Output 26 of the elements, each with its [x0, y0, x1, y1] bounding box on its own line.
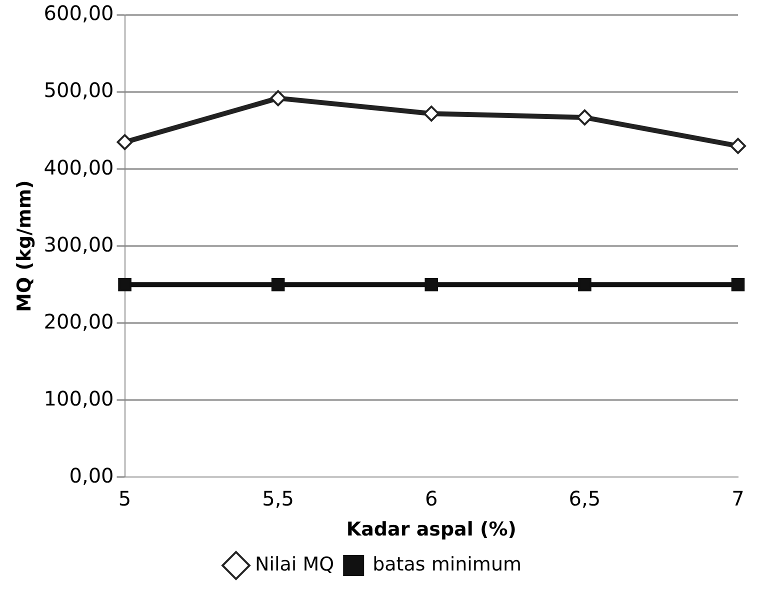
- y-tick-label: 200,00: [44, 309, 114, 334]
- y-tick-label: 100,00: [44, 386, 114, 410]
- y-tick-label: 0,00: [69, 463, 114, 488]
- y-axis-title: MQ (kg/mm): [13, 180, 36, 312]
- x-tick-label: 5,5: [262, 486, 294, 510]
- legend-label: Nilai MQ: [255, 553, 334, 576]
- y-tick-label: 500,00: [44, 78, 114, 102]
- point: [576, 109, 593, 126]
- point: [730, 138, 746, 154]
- y-tick-label: 300,00: [44, 232, 114, 256]
- point: [424, 278, 438, 292]
- point: [271, 278, 285, 292]
- y-tick-label: 600,00: [44, 1, 114, 26]
- x-tick-label: 7: [732, 486, 744, 510]
- legend-label: batas minimum: [372, 553, 522, 576]
- point: [270, 90, 286, 106]
- x-tick-label: 6,5: [568, 486, 601, 510]
- y-tick-label: 400,00: [44, 155, 114, 180]
- x-tick-label: 6: [425, 486, 438, 510]
- x-axis-title: Kadar aspal (%): [346, 518, 516, 541]
- x-tick-label: 5: [118, 486, 132, 510]
- point: [731, 278, 745, 292]
- point: [116, 134, 133, 150]
- point: [423, 106, 440, 122]
- point: [578, 278, 592, 292]
- point: [118, 278, 132, 292]
